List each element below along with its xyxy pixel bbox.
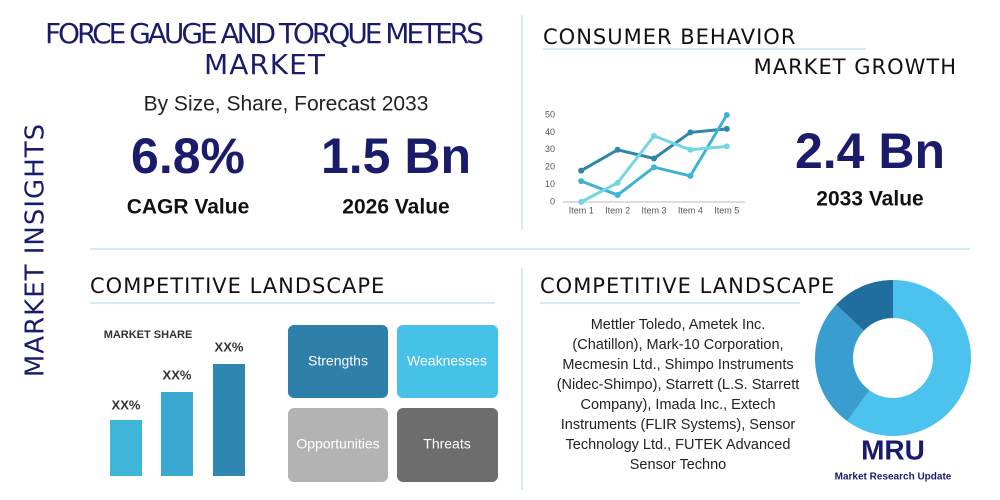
x-tick-label: Item 5	[714, 205, 739, 215]
stat-value: 6.8%	[131, 128, 245, 184]
company-text: Mettler Toledo, Ametek Inc.	[591, 317, 766, 333]
line-point	[651, 164, 657, 171]
company-text: Company), Imada Inc., Extech	[580, 397, 775, 413]
sidebar: MARKET INSIGHTS	[21, 123, 51, 377]
growth-label: 2033 Value	[816, 188, 923, 211]
stat-value: 1.5 Bn	[321, 128, 471, 184]
stat-label: CAGR Value	[127, 196, 250, 219]
line-point	[687, 146, 694, 153]
swot-label: Threats	[423, 436, 470, 452]
line-point	[614, 192, 621, 199]
line-point	[651, 132, 657, 139]
share-bar	[110, 420, 142, 476]
section-subtitle: MARKET GROWTH	[754, 55, 957, 79]
line-point	[578, 199, 585, 205]
x-tick-label: Item 1	[569, 205, 594, 215]
company-text: Instruments (FLIR Systems), Sensor	[561, 417, 796, 433]
swot-label: Strengths	[308, 353, 368, 369]
line-point	[723, 112, 730, 118]
y-tick-label: 10	[545, 179, 555, 189]
line-point	[723, 125, 730, 132]
company-text: Sensor Techno	[630, 457, 726, 473]
title: MARKET	[204, 48, 326, 81]
company-text: Mecmesin Ltd., Shimpo Instruments	[562, 357, 793, 373]
line-point	[723, 143, 730, 150]
line-point	[578, 178, 585, 185]
swot-label: Weaknesses	[407, 353, 487, 369]
line-series	[580, 114, 729, 197]
chart-title: MARKET SHARE	[104, 329, 193, 341]
x-tick-label: Item 4	[678, 205, 703, 215]
bar-label: XX%	[112, 397, 141, 412]
bar-label: XX%	[163, 367, 192, 382]
line-point	[651, 155, 657, 162]
line-point	[687, 172, 694, 179]
donut-slice	[847, 280, 971, 436]
y-tick-label: 50	[545, 109, 555, 119]
swot-box	[288, 325, 388, 398]
line-point	[614, 179, 621, 186]
share-bar	[161, 392, 193, 476]
y-tick-label: 40	[545, 127, 555, 137]
x-tick-label: Item 2	[605, 205, 630, 215]
company-text: Technology Ltd., FUTEK Advanced	[566, 437, 791, 453]
line-point	[614, 146, 621, 153]
donut-slice	[815, 304, 870, 422]
title: FORCE GAUGE AND TORQUE METERS	[45, 17, 485, 50]
line-point	[578, 167, 585, 174]
growth-value: 2.4 Bn	[795, 123, 945, 179]
y-tick-label: 0	[550, 196, 555, 206]
y-tick-label: 20	[545, 162, 555, 172]
swot-box	[288, 408, 388, 482]
swot-label: Opportunities	[296, 436, 379, 452]
y-tick-label: 30	[545, 144, 555, 154]
line-point	[687, 129, 694, 136]
section-title: CONSUMER BEHAVIOR	[543, 25, 796, 49]
x-tick-label: Item 3	[641, 205, 666, 215]
logo-mark: MRU	[861, 434, 925, 465]
swot-box	[397, 325, 498, 398]
bar-label: XX%	[215, 339, 244, 354]
section-title: COMPETITIVE LANDSCAPE	[540, 274, 835, 298]
share-bar	[213, 364, 245, 476]
swot-box	[397, 408, 498, 482]
stat-label: 2026 Value	[342, 196, 449, 219]
company-text: (Chatillon), Mark-10 Corporation,	[572, 337, 783, 353]
logo-text: Market Research Update	[835, 472, 952, 483]
donut-slice	[836, 280, 893, 331]
subtitle: By Size, Share, Forecast 2033	[144, 93, 429, 116]
company-text: (Nidec-Shimpo), Starrett (L.S. Starrett	[557, 377, 800, 393]
section-title: COMPETITIVE LANDSCAPE	[90, 274, 385, 298]
